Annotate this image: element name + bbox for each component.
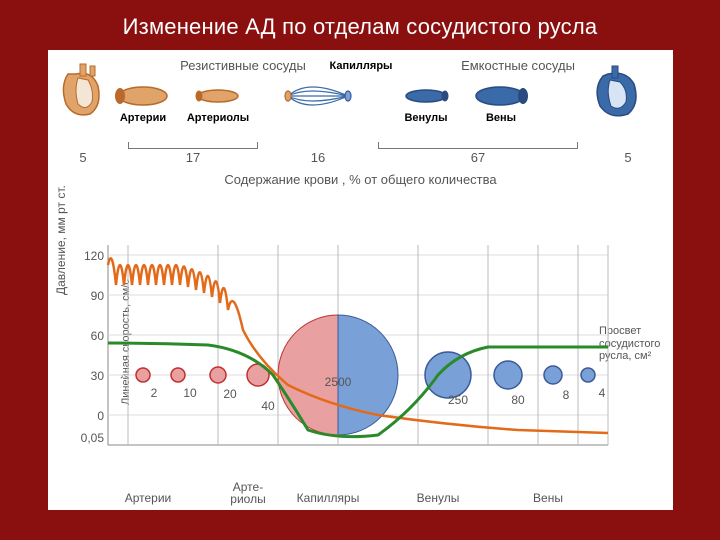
xlabel-arterioles: Арте- риолы [208,481,288,505]
heart-left-icon [63,64,99,115]
vessel-label-arteries: Артерии [108,112,178,124]
artery-icon [115,87,167,105]
lumen-label: 80 [498,393,538,407]
brace-capacitive [378,142,578,149]
vessel-label-venules: Венулы [391,112,461,124]
category-resistive: Резистивные сосуды [163,58,323,73]
lumen-label: 250 [438,393,478,407]
percent-caption: Содержание крови , % от общего количеств… [48,172,673,187]
xlabel-arteries: Артерии [108,491,188,505]
vessel-row: Резистивные сосуды Емкостные сосуды Капи… [48,56,673,136]
lumen-label: 2500 [318,375,358,389]
page-title: Изменение АД по отделам сосудистого русл… [0,0,720,40]
xlabel-veins: Вены [508,491,588,505]
pct-1: 17 [178,150,208,165]
venule-icon [406,90,449,102]
lumen-label: 8 [546,388,586,402]
lumen-label: 2 [134,386,174,400]
capillary-icon [285,87,351,105]
lumen-label: 20 [210,387,250,401]
vessel-label-capillaries: Капилляры [326,60,396,72]
vein-icon [476,87,528,105]
xlabel-venules: Венулы [398,491,478,505]
brace-resistive [128,142,258,149]
heart-right-icon [597,66,636,116]
pct-0: 5 [68,150,98,165]
vessel-label-veins: Вены [466,112,536,124]
vessel-label-arterioles: Артериолы [183,112,253,124]
figure-panel: Резистивные сосуды Емкостные сосуды Капи… [48,50,673,510]
xlabel-capillaries: Капилляры [288,491,368,505]
arteriole-icon [196,90,239,102]
chart-svg [48,235,673,475]
lumen-label: 10 [170,386,210,400]
pct-4: 5 [613,150,643,165]
chart-area: Давление, мм рт ст. Линейная скорость, с… [48,235,673,510]
pct-3: 67 [463,150,493,165]
pct-2: 16 [303,150,333,165]
lumen-label: 40 [248,399,288,413]
category-capacitive: Емкостные сосуды [438,58,598,73]
lumen-label: 4 [582,386,622,400]
